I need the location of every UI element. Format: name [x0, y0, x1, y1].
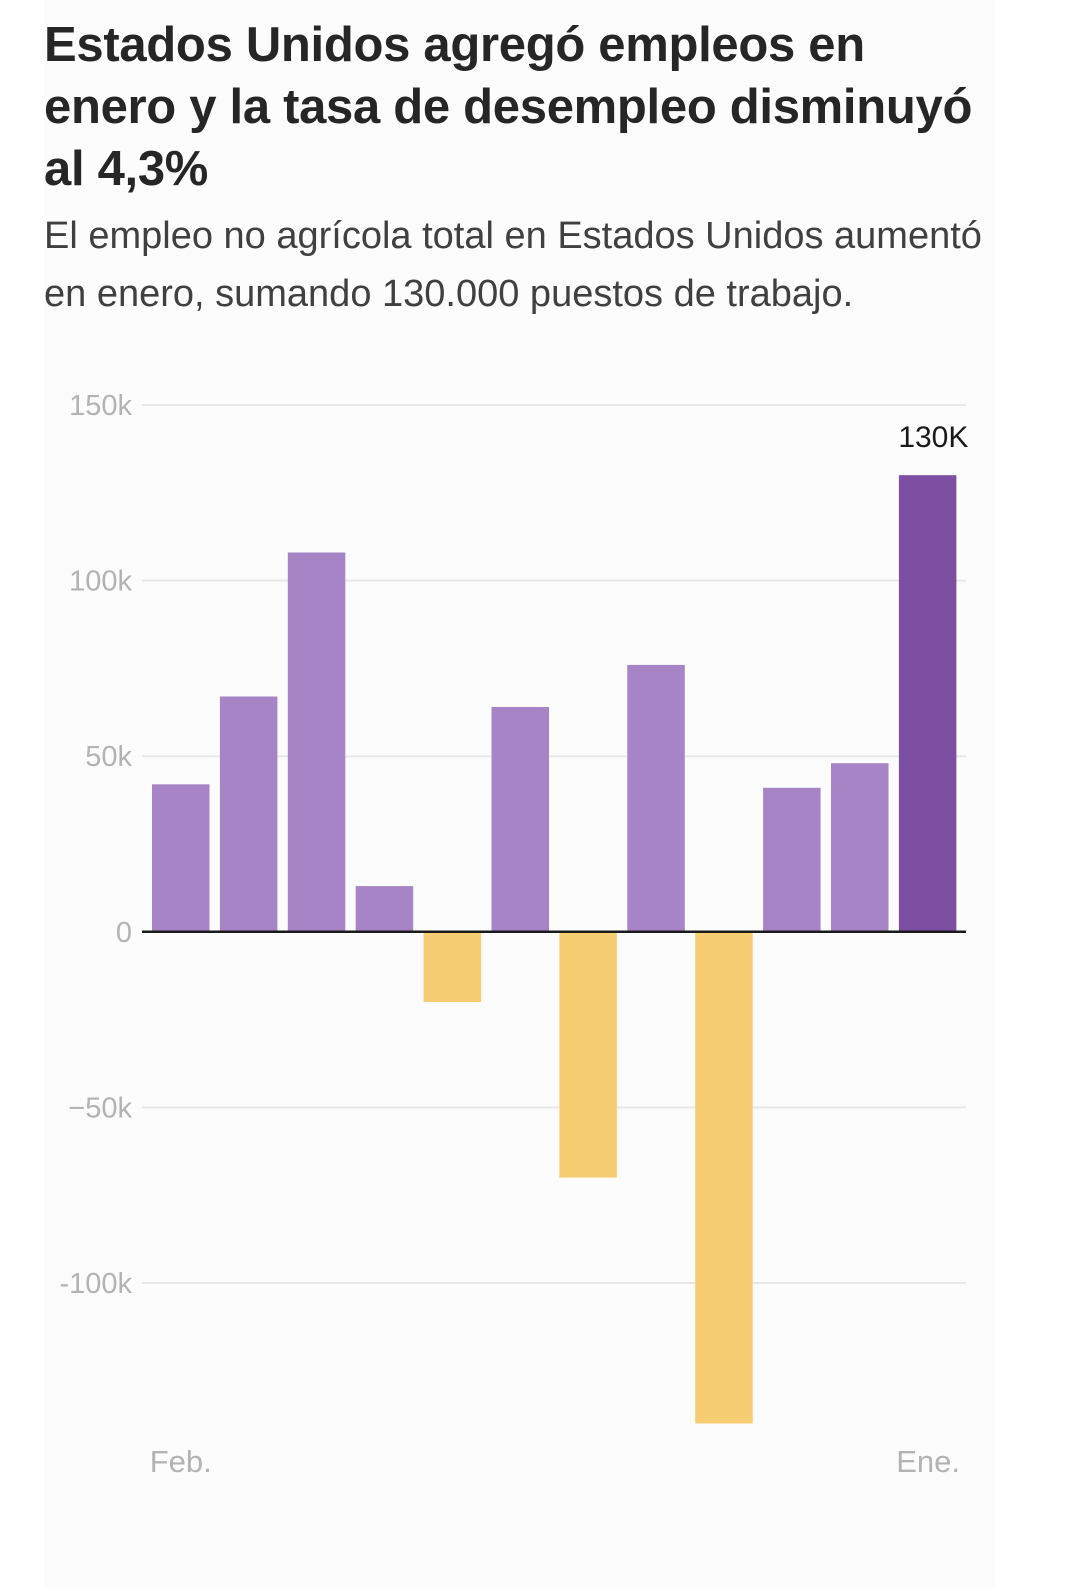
- y-tick-label: −50k: [68, 1092, 132, 1124]
- bar: [559, 931, 617, 1178]
- bar: [898, 475, 957, 932]
- bar: [355, 886, 414, 932]
- y-tick-label: 100k: [69, 566, 132, 598]
- y-tick-label: 0: [116, 917, 132, 949]
- x-axis-ticks: Feb. Ene.: [150, 1444, 960, 1479]
- y-tick-label: 50k: [85, 741, 132, 773]
- bar: [491, 707, 549, 932]
- y-axis-ticks: 150k 100k 50k 0 −50k -100k: [59, 390, 132, 1300]
- bar: [287, 552, 346, 932]
- bars: [152, 475, 957, 1424]
- bar: [695, 931, 753, 1424]
- bar: [423, 931, 482, 1002]
- data-labels: 130K: [898, 421, 968, 454]
- bar: [152, 784, 210, 932]
- chart-subtitle: El empleo no agrícola total en Estados U…: [44, 215, 982, 315]
- bar: [219, 696, 278, 932]
- y-tick-label: -100k: [59, 1268, 132, 1300]
- chart-title: Estados Unidos agregó empleos en enero y…: [44, 18, 973, 196]
- data-label: 130K: [898, 421, 968, 454]
- bar: [763, 787, 821, 932]
- x-tick-label: Ene.: [896, 1444, 960, 1479]
- x-tick-label: Feb.: [150, 1444, 212, 1479]
- bar: [831, 763, 889, 932]
- gridlines: [142, 404, 966, 1284]
- bar: [627, 664, 685, 932]
- y-tick-label: 150k: [69, 390, 132, 422]
